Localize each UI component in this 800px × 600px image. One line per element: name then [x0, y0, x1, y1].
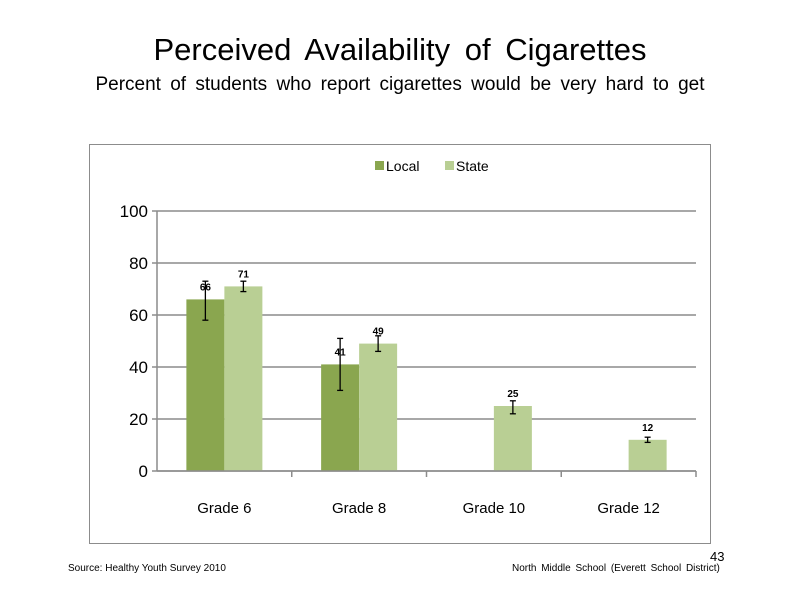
source-note: Source: Healthy Youth Survey 2010: [68, 563, 226, 574]
bar-state: [359, 343, 398, 471]
y-tick-label: 60: [129, 306, 148, 325]
y-tick-label: 20: [129, 410, 148, 429]
y-tick-label: 0: [139, 462, 148, 481]
bar-state: [224, 286, 263, 471]
data-label: 66: [200, 282, 212, 293]
x-tick-label: Grade 6: [197, 500, 251, 517]
data-label: 25: [507, 389, 519, 400]
y-axis: 0 20 40 60 80 100: [120, 202, 158, 481]
bar-state: [493, 406, 532, 471]
legend-label-local: Local: [386, 158, 419, 174]
legend-swatch-state: [445, 161, 454, 170]
legend-swatch-local: [375, 161, 384, 170]
x-tick-label: Grade 8: [332, 500, 386, 517]
chart-bars: 66 71 41 49 25 12: [186, 269, 667, 471]
slide-title: Perceived Availability of Cigarettes: [153, 32, 647, 67]
data-label: 12: [642, 423, 654, 434]
school-name: North Middle School (Everett School Dist…: [512, 563, 720, 574]
data-label: 49: [373, 327, 385, 338]
y-tick-label: 40: [129, 358, 148, 377]
data-label: 71: [238, 269, 250, 280]
page-number: 43: [710, 549, 725, 564]
y-tick-label: 100: [120, 202, 148, 221]
x-tick-label: Grade 10: [463, 500, 526, 517]
chart-legend: Local State: [375, 158, 489, 174]
bar-state: [628, 439, 667, 471]
chart-frame: [89, 144, 711, 544]
y-tick-label: 80: [129, 254, 148, 273]
bar-local: [186, 299, 225, 471]
legend-label-state: State: [456, 158, 489, 174]
slide-subtitle: Percent of students who report cigarette…: [95, 74, 705, 95]
x-axis: Grade 6 Grade 8 Grade 10 Grade 12: [157, 470, 697, 517]
data-label: 41: [335, 347, 347, 358]
x-tick-label: Grade 12: [597, 500, 660, 517]
